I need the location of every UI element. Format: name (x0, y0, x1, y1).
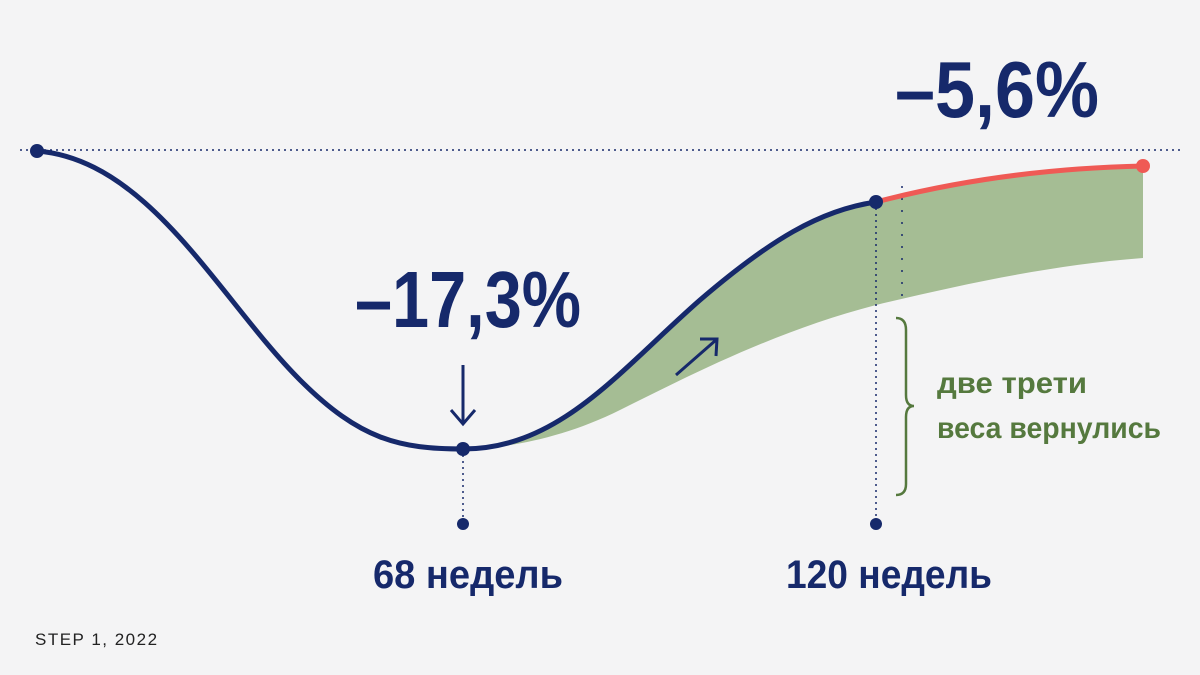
arrow (675, 337, 719, 377)
point (30, 144, 44, 158)
point (1136, 159, 1150, 173)
milestone-label: 120 недель (786, 553, 992, 597)
arrow (449, 365, 477, 427)
source: STEP 1, 2022 (35, 630, 159, 649)
point (869, 195, 883, 209)
point (870, 518, 882, 530)
end-label: –5,6% (895, 45, 1099, 134)
minimum-label: –17,3% (355, 255, 581, 344)
regain-area (463, 166, 1143, 449)
bracket (895, 316, 915, 497)
note-line: веса вернулись (937, 412, 1161, 445)
milestone-label: 68 недель (373, 553, 563, 597)
point (456, 442, 470, 456)
point (457, 518, 469, 530)
regain-curve (875, 163, 1144, 205)
note-line: две трети (937, 367, 1087, 400)
